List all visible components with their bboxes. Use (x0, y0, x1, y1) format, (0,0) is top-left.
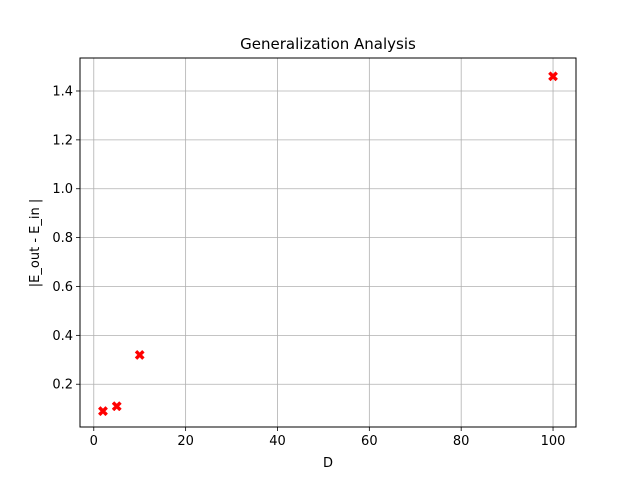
chart-title: Generalization Analysis (240, 35, 416, 53)
y-tick-label: 1.4 (52, 84, 73, 99)
y-axis-label: |E_out - E_in | (28, 199, 43, 287)
y-tick-label: 1.0 (52, 182, 73, 197)
y-axis-ticks: 0.2 0.4 0.6 0.8 1.0 1.2 1.4 (52, 84, 80, 393)
x-tick-label: 100 (541, 434, 566, 449)
x-tick-label: 40 (269, 434, 286, 449)
x-tick-label: 20 (177, 434, 194, 449)
x-axis-label: D (323, 456, 333, 471)
y-tick-label: 1.2 (52, 133, 73, 148)
x-marker (548, 71, 558, 82)
data-point (98, 406, 108, 416)
x-marker (134, 350, 145, 360)
x-tick-label: 0 (90, 434, 98, 449)
y-tick-label: 0.2 (52, 378, 73, 393)
plot-frame (79, 57, 577, 428)
y-tick-label: 0.8 (52, 231, 73, 246)
y-tick-label: 0.6 (52, 280, 73, 295)
data-point (548, 71, 558, 82)
x-marker (111, 401, 122, 412)
x-tick-label: 80 (453, 434, 470, 449)
y-tick-label: 0.4 (52, 329, 73, 344)
x-marker (98, 406, 108, 416)
grid-lines (80, 58, 576, 427)
data-points (98, 71, 558, 416)
data-point (134, 350, 145, 360)
data-point (111, 401, 122, 412)
x-axis-ticks: 0 20 40 60 80 100 (90, 427, 566, 449)
x-tick-label: 60 (361, 434, 378, 449)
